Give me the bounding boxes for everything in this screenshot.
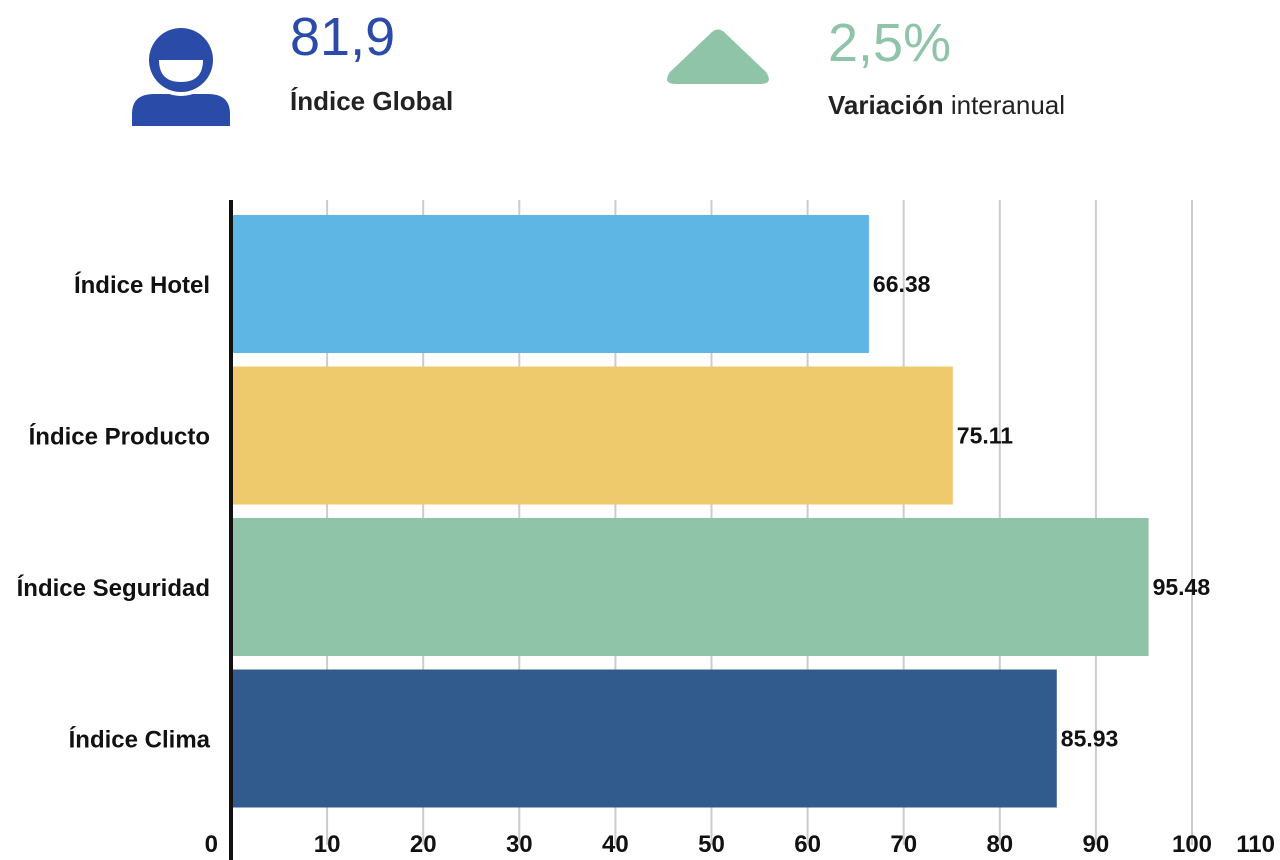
x-tick-label: 100 — [1172, 831, 1212, 858]
value-label: 75.11 — [957, 423, 1013, 449]
category-label: Índice Producto — [29, 423, 210, 451]
x-tick-label: 50 — [698, 831, 725, 858]
user-icon-body — [132, 94, 230, 126]
user-icon-smile — [159, 60, 203, 82]
bar — [231, 366, 953, 505]
value-label: 66.38 — [873, 271, 931, 297]
x-tick-label: 70 — [890, 831, 917, 858]
bar — [231, 518, 1149, 656]
x-tick-label: 30 — [506, 831, 533, 858]
x-tick-label: 10 — [314, 831, 341, 858]
variation-label-strong: Variación — [828, 90, 944, 120]
x-tick-label: 90 — [1083, 831, 1110, 858]
user-icon — [132, 26, 230, 126]
variation-value: 2,5% — [828, 13, 952, 73]
bar — [231, 215, 869, 353]
value-label: 95.48 — [1153, 574, 1211, 600]
bar — [231, 669, 1057, 808]
category-label: Índice Hotel — [74, 271, 210, 299]
global-index-value: 81,9 — [290, 7, 396, 67]
triangle-up-icon — [667, 29, 769, 84]
x-tick-label: 20 — [410, 831, 437, 858]
x-tick-label: 60 — [794, 831, 821, 858]
x-axis-ticks: 0 10 20 30 40 50 60 70 80 90 100 110 — [205, 831, 1275, 858]
value-label: 85.93 — [1061, 726, 1119, 752]
triangle-up-shape — [667, 29, 769, 84]
variation-label: Variación interanual — [828, 90, 1065, 120]
category-labels: Índice Hotel Índice Producto Índice Seguri… — [17, 271, 211, 754]
x-tick-label: 80 — [986, 831, 1013, 858]
x-tick-label: 110 — [1236, 831, 1275, 858]
global-index-label: Índice Global — [290, 86, 454, 116]
category-label: Índice Seguridad — [17, 574, 210, 602]
variation-label-soft: interanual — [943, 90, 1066, 120]
category-label: Índice Clima — [69, 726, 211, 754]
x-tick-label: 0 — [205, 831, 218, 858]
x-tick-label: 40 — [602, 831, 629, 858]
bars — [231, 215, 1149, 808]
value-labels: 66.38 75.11 95.48 85.93 — [873, 271, 1210, 752]
